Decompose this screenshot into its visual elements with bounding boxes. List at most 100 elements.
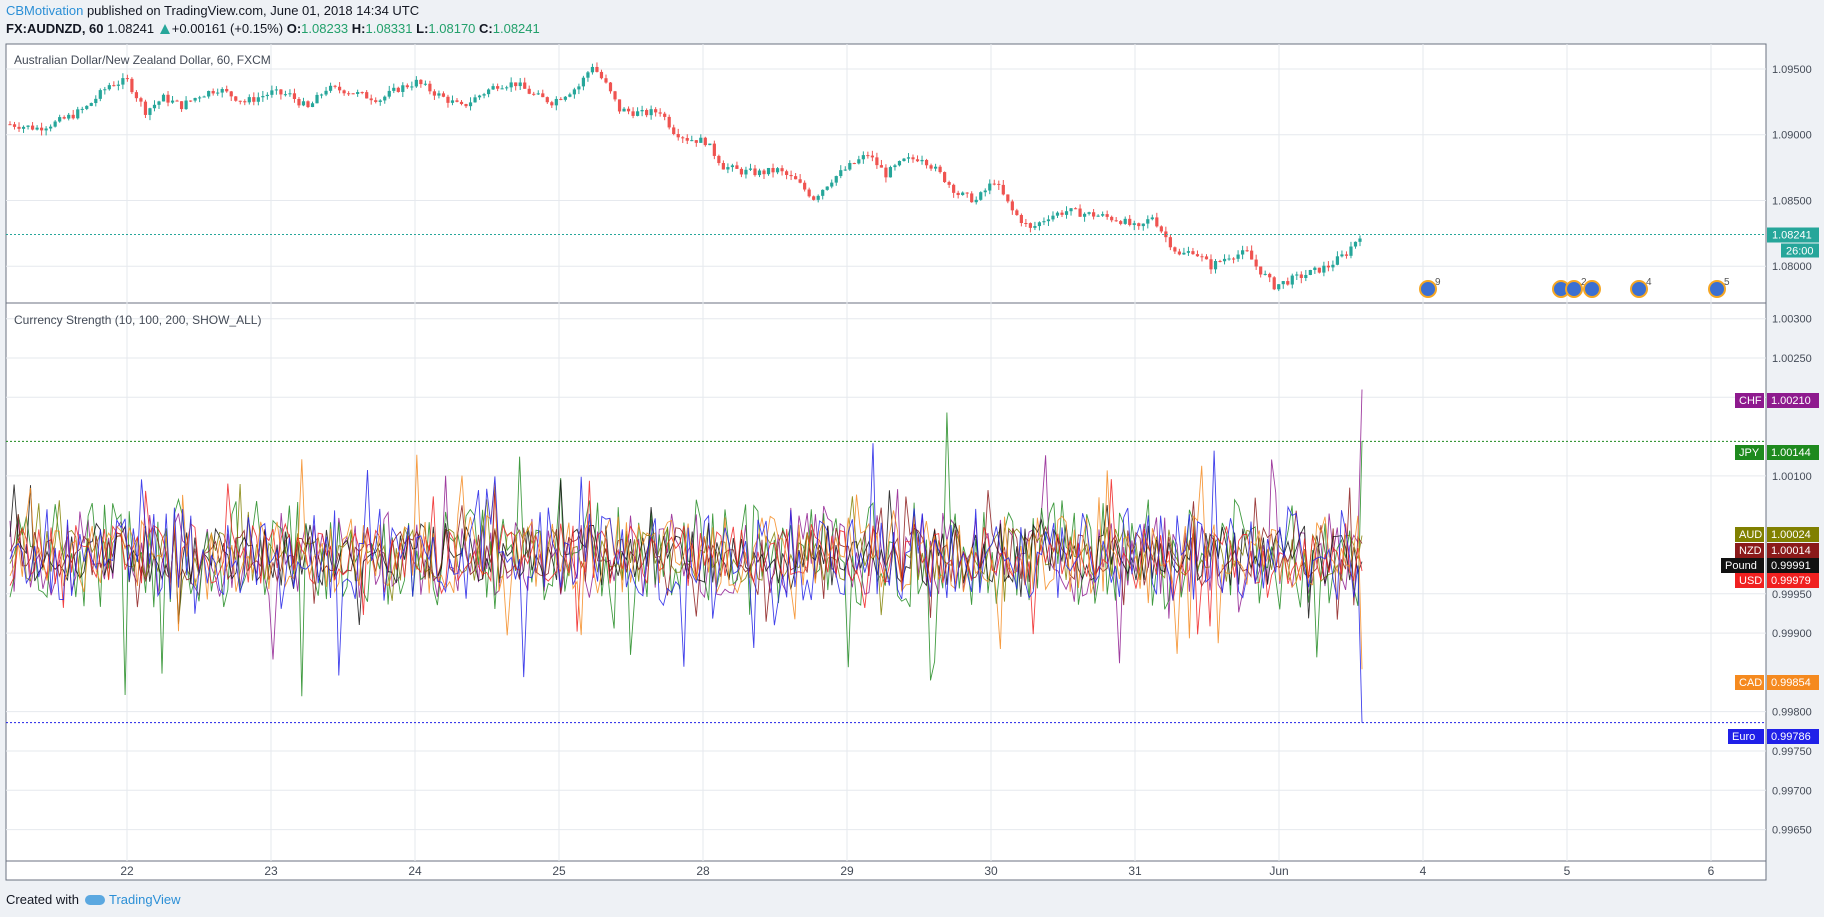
candle-body — [1331, 264, 1335, 268]
candle-body — [1123, 218, 1127, 224]
candle-body — [952, 184, 956, 193]
candle-body — [708, 143, 712, 146]
candle-body — [410, 86, 414, 88]
candle-body — [753, 168, 757, 176]
candle-body — [1236, 254, 1240, 259]
calendar-event-icon — [1565, 280, 1583, 298]
candle-body — [681, 137, 685, 139]
series-value-badge — [1767, 445, 1819, 460]
candle-body — [911, 157, 915, 160]
candle-body — [179, 101, 184, 110]
candle-body — [297, 99, 301, 106]
candle-body — [830, 182, 834, 187]
candle-body — [1313, 267, 1317, 271]
candle-body — [1254, 259, 1258, 267]
candle-body — [134, 92, 139, 99]
candle-body — [563, 96, 567, 100]
high-label: H: — [351, 21, 366, 36]
candle-body — [419, 79, 423, 85]
strength-line-euro — [9, 443, 1363, 723]
calendar-event-icon — [1708, 280, 1726, 298]
series-value-label: 1.00014 — [1771, 545, 1811, 557]
candle-body — [21, 126, 26, 129]
candle-body — [640, 110, 644, 112]
candle-body — [550, 102, 554, 106]
candle-body — [80, 108, 84, 110]
strength-tick-label: 0.99650 — [1772, 825, 1812, 837]
candle-body — [924, 159, 929, 166]
candle-body — [1168, 237, 1172, 248]
candle-body — [89, 103, 93, 106]
candle-body — [428, 83, 432, 92]
series-name-label: Pound — [1725, 560, 1757, 572]
candle-body — [1028, 223, 1033, 228]
candle-body — [356, 92, 360, 94]
candle-body — [541, 93, 545, 98]
candle-body — [76, 109, 80, 119]
candle-body — [518, 82, 522, 87]
candle-body — [365, 92, 369, 99]
candle-body — [229, 91, 233, 97]
event-count-label: 4 — [1646, 277, 1652, 288]
candle-body — [491, 86, 495, 90]
candle-body — [107, 85, 111, 90]
series-name-badge — [1735, 543, 1764, 558]
candle-body — [1019, 215, 1023, 224]
x-tick-label: Jun — [1269, 864, 1288, 878]
strength-pane-title: Currency Strength (10, 100, 200, SHOW_AL… — [14, 313, 261, 327]
candle-body — [279, 89, 283, 95]
candle-body — [667, 116, 671, 128]
x-tick-label: 5 — [1564, 864, 1571, 878]
candle-body — [175, 100, 179, 102]
candle-body — [604, 78, 608, 83]
candle-body — [1173, 247, 1177, 252]
candle-body — [1096, 215, 1100, 217]
candle-body — [67, 114, 71, 119]
candle-body — [943, 172, 947, 183]
candle-body — [879, 165, 884, 168]
strength-tick-label: 0.99800 — [1772, 707, 1812, 719]
candle-body — [1046, 219, 1051, 222]
series-value-badge — [1767, 527, 1819, 542]
candle-body — [486, 89, 491, 95]
event-count-label: 9 — [1435, 277, 1441, 288]
candle-body — [839, 170, 843, 177]
low-label: L: — [416, 21, 429, 36]
candle-body — [599, 71, 604, 79]
candle-body — [189, 100, 193, 102]
x-tick-label: 28 — [696, 864, 710, 878]
candle-body — [730, 165, 735, 168]
candle-body — [1078, 208, 1082, 217]
candle-body — [1308, 270, 1312, 275]
candle-body — [1042, 221, 1046, 223]
author-link[interactable]: CBMotivation — [6, 3, 84, 18]
series-name-badge — [1735, 445, 1764, 460]
candle-body — [482, 94, 486, 96]
candle-body — [884, 167, 888, 178]
candle-body — [902, 158, 906, 161]
candle-body — [1326, 265, 1330, 268]
candle-body — [49, 126, 53, 129]
candle-body — [726, 167, 730, 170]
candle-body — [247, 97, 251, 103]
candle-body — [1150, 217, 1154, 220]
candle-body — [608, 82, 613, 92]
candle-body — [581, 77, 586, 87]
candle-body — [1037, 222, 1042, 227]
symbol-label: FX:AUDNZD, 60 — [6, 21, 104, 36]
candle-body — [360, 92, 364, 94]
candle-body — [450, 100, 455, 103]
candle-body — [166, 94, 170, 103]
x-tick-label: 29 — [840, 864, 854, 878]
candle-body — [423, 83, 427, 85]
candle-body — [505, 87, 509, 89]
tradingview-link[interactable]: TradingView — [108, 892, 181, 907]
candle-body — [798, 179, 802, 183]
x-tick-label: 6 — [1708, 864, 1715, 878]
candle-body — [1128, 218, 1132, 225]
candle-body — [12, 124, 17, 127]
candle-body — [238, 100, 242, 102]
candle-body — [1290, 275, 1294, 285]
candle-body — [721, 163, 725, 170]
